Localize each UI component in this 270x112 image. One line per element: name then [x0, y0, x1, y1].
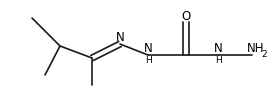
- Text: 2: 2: [261, 50, 267, 58]
- Text: NH: NH: [247, 42, 265, 55]
- Text: H: H: [145, 56, 151, 65]
- Text: N: N: [116, 30, 124, 43]
- Text: N: N: [214, 42, 222, 55]
- Text: N: N: [144, 42, 152, 55]
- Text: H: H: [215, 56, 221, 65]
- Text: O: O: [181, 10, 191, 23]
